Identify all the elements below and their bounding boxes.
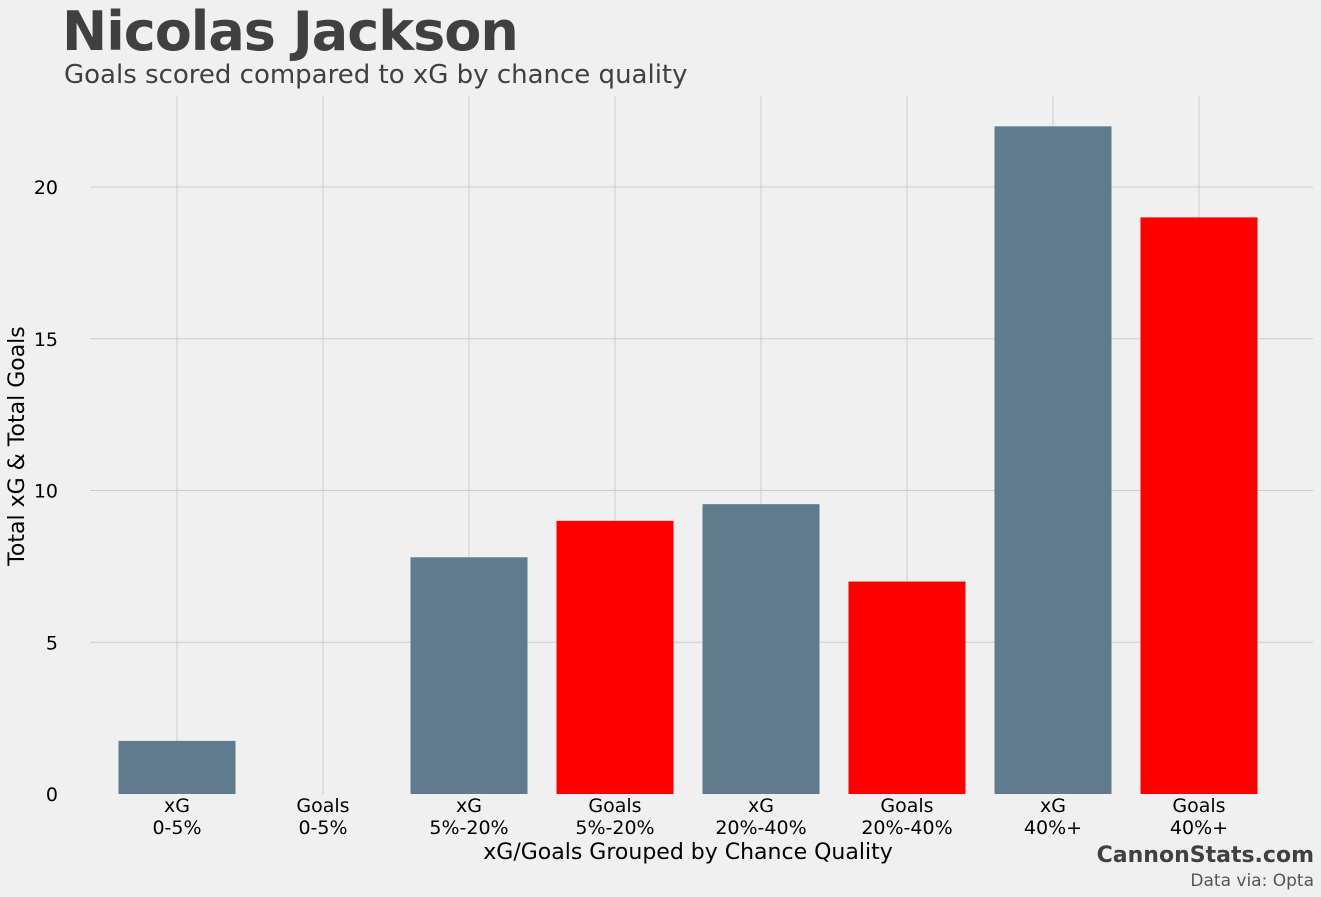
bar-xg-4: [702, 504, 820, 794]
x-tick-labels: xG 0-5% Goals 0-5% xG 5%-20% Goals 5%-20% xG 20%-…: [152, 795, 1228, 839]
bar-goals-7: [1140, 217, 1258, 795]
bar-goals-3: [556, 520, 674, 794]
x-tick-label: Goals 5%-20%: [575, 795, 654, 839]
y-tick-label: 15: [34, 329, 58, 351]
chart-title: Nicolas Jackson: [62, 0, 519, 63]
bar-xg-6: [994, 126, 1112, 794]
bar-xg-2: [410, 557, 528, 794]
brand-label: CannonStats.com: [1096, 843, 1314, 868]
x-axis-title: xG/Goals Grouped by Chance Quality: [483, 840, 892, 865]
x-tick-label: xG 20%-40%: [715, 795, 806, 839]
y-axis-title: Total xG & Total Goals: [5, 326, 30, 567]
y-tick-label: 20: [34, 177, 58, 199]
y-tick-labels: 0 5 10 15 20: [34, 177, 58, 806]
bar-xg-0: [118, 740, 236, 794]
y-tick-label: 10: [34, 481, 58, 503]
x-tick-label: Goals 0-5%: [296, 795, 349, 839]
x-tick-label: xG 5%-20%: [429, 795, 508, 839]
x-tick-label: Goals 40%+: [1170, 795, 1228, 839]
source-label: Data via: Opta: [1190, 871, 1314, 891]
chart-subtitle: Goals scored compared to xG by chance qu…: [64, 60, 688, 90]
y-tick-label: 0: [46, 784, 58, 806]
bar-goals-5: [848, 581, 966, 794]
x-tick-label: xG 40%+: [1024, 795, 1082, 839]
bars: [118, 126, 1258, 795]
grid-lines: [90, 96, 1313, 794]
y-tick-label: 5: [46, 632, 58, 654]
x-tick-label: xG 0-5%: [152, 795, 201, 839]
x-tick-label: Goals 20%-40%: [861, 795, 952, 839]
